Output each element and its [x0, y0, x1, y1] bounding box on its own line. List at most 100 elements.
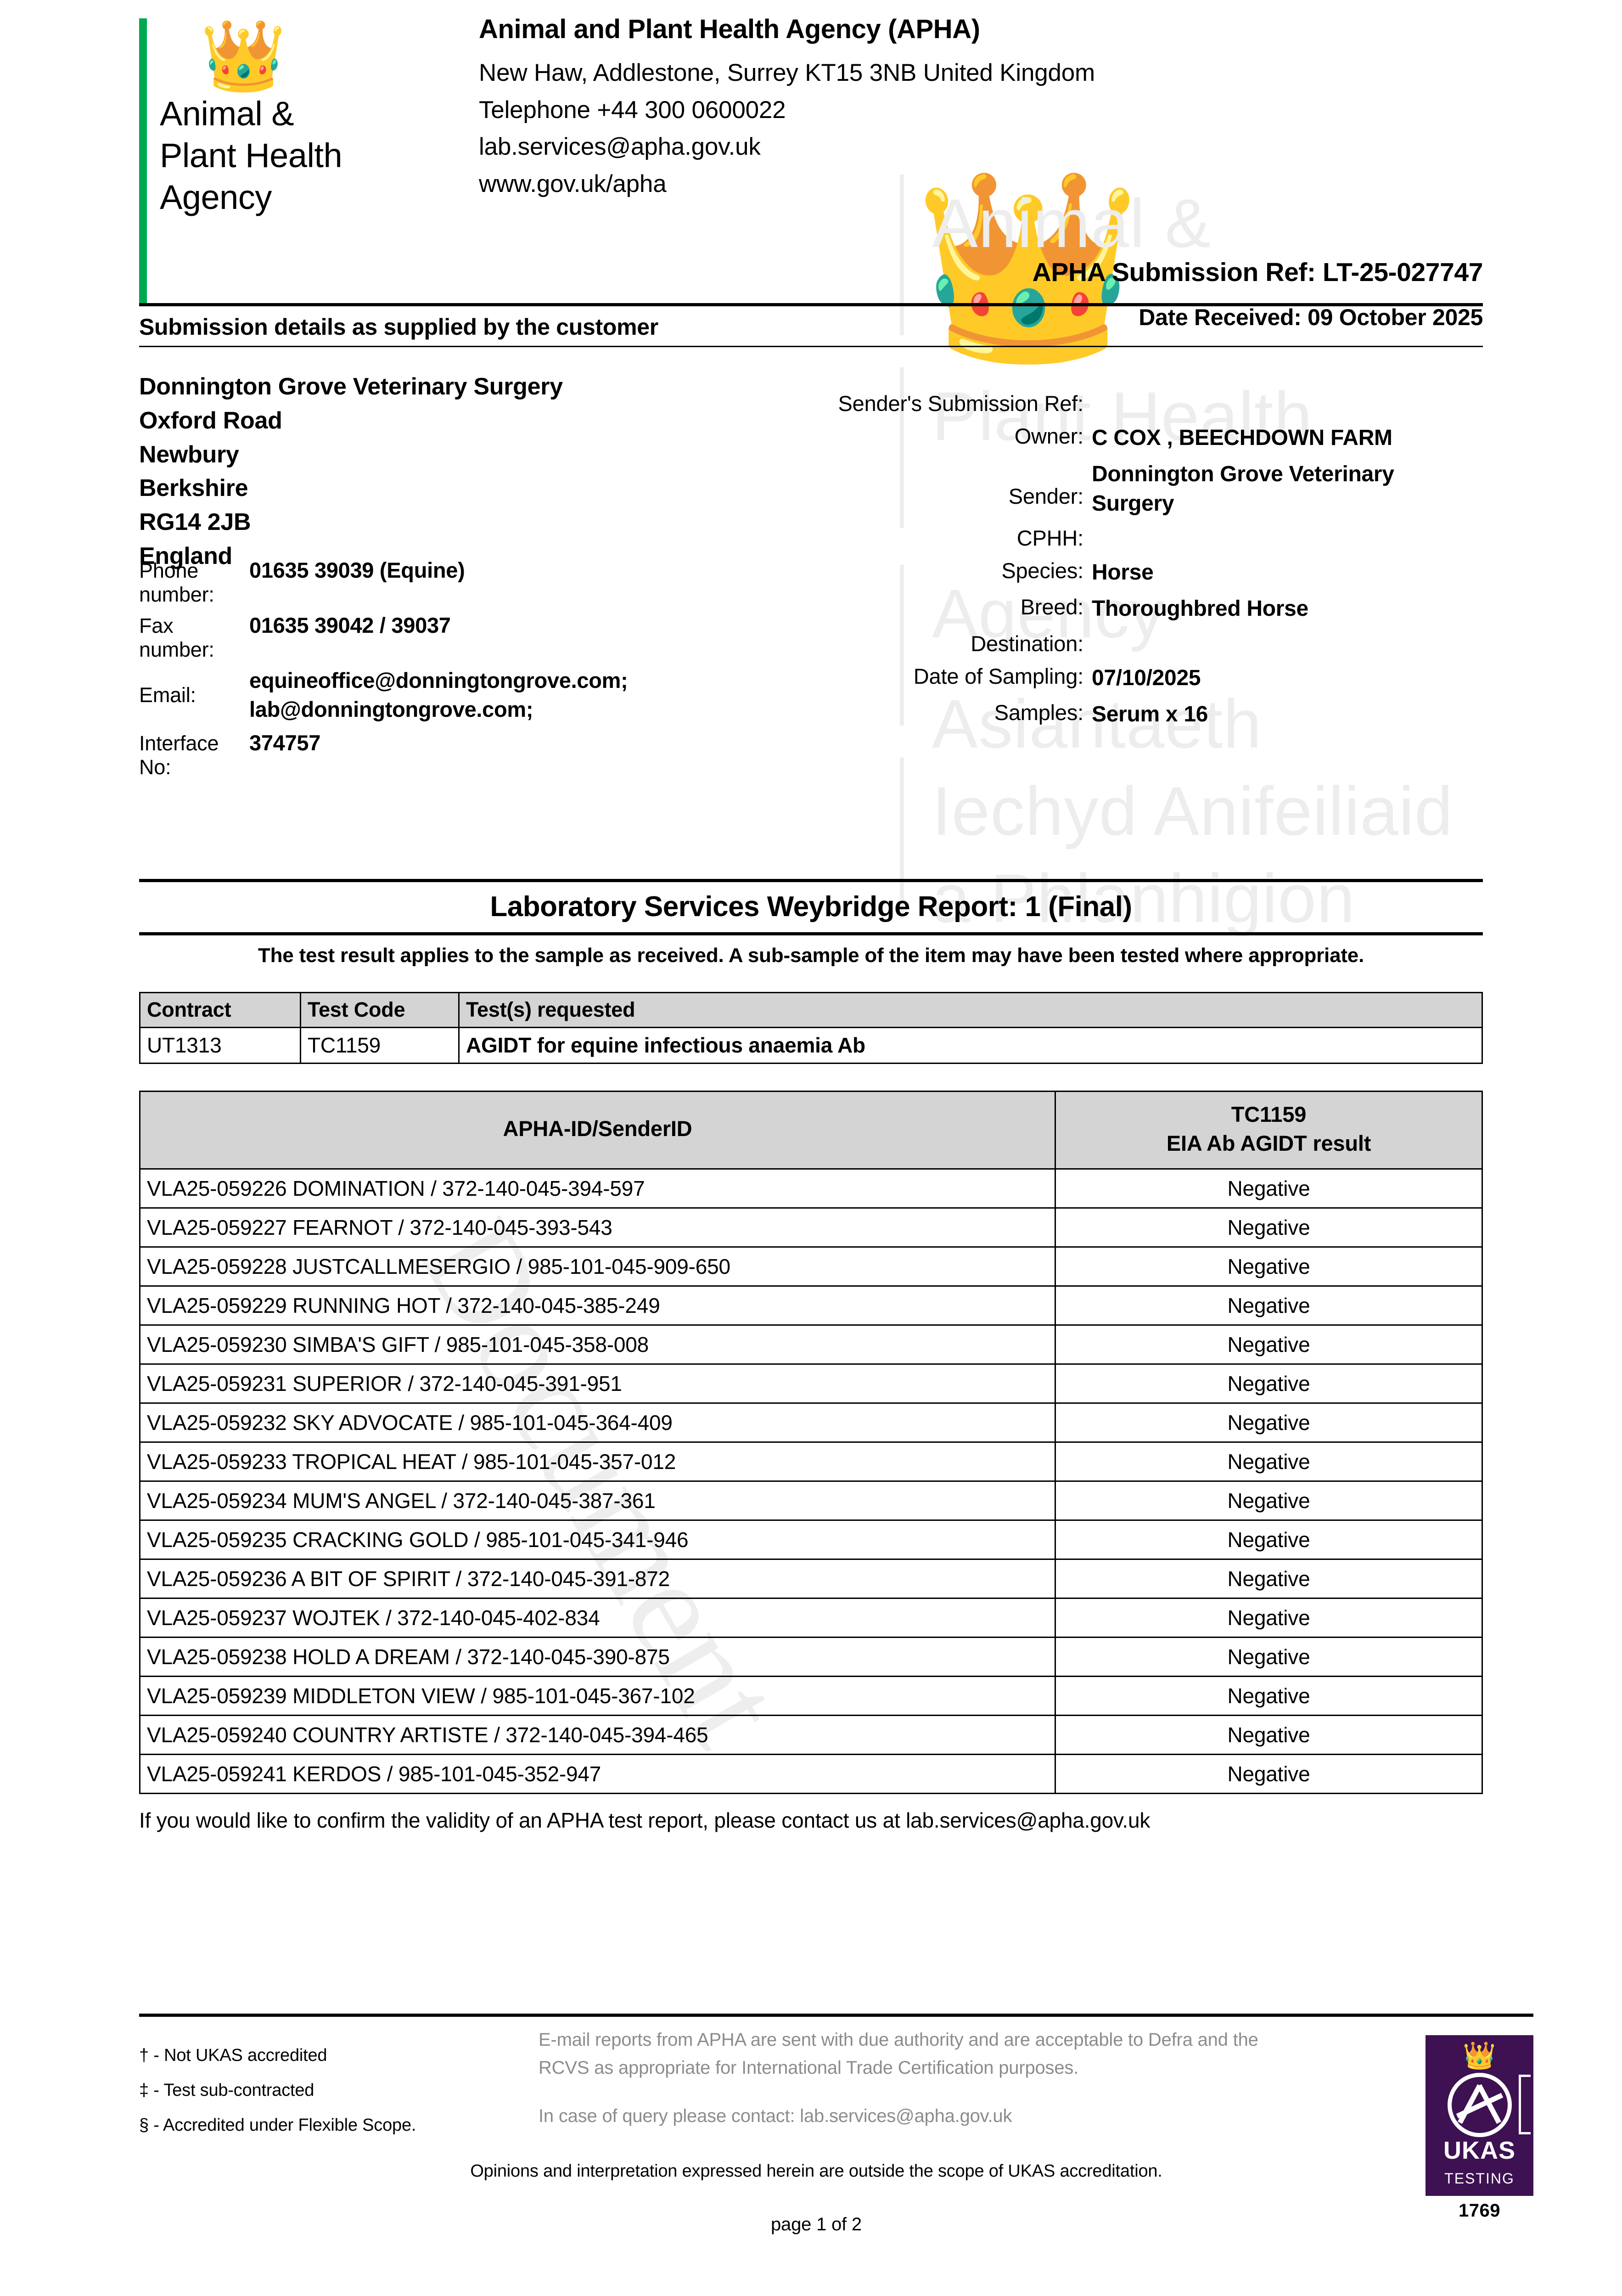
contact-label: Interface No: — [139, 731, 219, 779]
footer: † - Not UKAS accredited ‡ - Test sub-con… — [139, 2014, 1533, 2279]
table-row: UT1313 TC1159 AGIDT for equine infectiou… — [139, 1026, 1483, 1064]
sample-id-cell: VLA25-059227 FEARNOT / 372-140-045-393-5… — [139, 1207, 1056, 1248]
accreditation-key-line: ‡ - Test sub-contracted — [139, 2081, 314, 2100]
report-title-band: Laboratory Services Weybridge Report: 1 … — [139, 879, 1483, 970]
meta-row-cphh: CPHH: — [805, 525, 1484, 551]
result-col-header: TC1159 EIA Ab AGIDT result — [1055, 1090, 1483, 1170]
result-cell: Negative — [1055, 1363, 1483, 1404]
address-line: Newbury — [139, 441, 239, 468]
agency-email[interactable]: lab.services@apha.gov.uk — [479, 133, 761, 161]
masthead: 👑 Animal & Plant Health Agency Animal an… — [139, 0, 1483, 330]
footer-body: † - Not UKAS accredited ‡ - Test sub-con… — [139, 2021, 1533, 2279]
meta-value: Donnington Grove Veterinary Surgery — [1092, 462, 1394, 516]
submission-details-label: Submission details as supplied by the cu… — [139, 314, 658, 340]
agency-contact-block: Animal and Plant Health Agency (APHA) Ne… — [479, 14, 1259, 203]
meta-row-destination: Destination: — [805, 631, 1484, 656]
contact-value: 374757 — [249, 730, 321, 755]
contract-table: Contract Test Code Test(s) requested UT1… — [139, 991, 1483, 1064]
test-code-col-header: Test Code — [300, 991, 460, 1028]
result-cell: Negative — [1055, 1636, 1483, 1677]
sample-id-cell: VLA25-059240 COUNTRY ARTISTE / 372-140-0… — [139, 1714, 1056, 1755]
result-cell: Negative — [1055, 1714, 1483, 1755]
sample-id-cell: VLA25-059232 SKY ADVOCATE / 985-101-045-… — [139, 1402, 1056, 1443]
apha-wordmark-line-3: Agency — [160, 178, 272, 217]
meta-row-samples: Samples: Serum x 16 — [805, 700, 1484, 729]
sample-id-cell: VLA25-059239 MIDDLETON VIEW / 985-101-04… — [139, 1675, 1056, 1716]
table-row: VLA25-059235 CRACKING GOLD / 985-101-045… — [139, 1519, 1483, 1560]
table-row: VLA25-059238 HOLD A DREAM / 372-140-045-… — [139, 1636, 1483, 1677]
contact-label: Email: — [139, 683, 196, 707]
table-row: VLA25-059240 COUNTRY ARTISTE / 372-140-0… — [139, 1714, 1483, 1755]
apha-submission-ref: APHA Submission Ref: LT-25-027747 — [1032, 258, 1483, 287]
sample-id-cell: VLA25-059234 MUM'S ANGEL / 372-140-045-3… — [139, 1480, 1056, 1521]
contact-label: Fax number: — [139, 614, 214, 661]
apha-wordmark-line-1: Animal & — [160, 95, 294, 133]
sample-id-cell: VLA25-059238 HOLD A DREAM / 372-140-045-… — [139, 1636, 1056, 1677]
ukas-emblem-icon — [1447, 2073, 1512, 2137]
report-band-bottom-rule — [139, 932, 1483, 935]
query-contact-text[interactable]: In case of query please contact: lab.ser… — [539, 2105, 1012, 2126]
accreditation-key-line: § - Accredited under Flexible Scope. — [139, 2116, 416, 2135]
meta-row-date-of-sampling: Date of Sampling: 07/10/2025 — [805, 664, 1484, 692]
accreditation-key-line: † - Not UKAS accredited — [139, 2046, 327, 2065]
result-cell: Negative — [1055, 1441, 1483, 1482]
meta-label: Species: — [1001, 558, 1083, 583]
table-row: VLA25-059232 SKY ADVOCATE / 985-101-045-… — [139, 1402, 1483, 1443]
result-cell: Negative — [1055, 1246, 1483, 1287]
royal-crest-icon: 👑 — [200, 17, 286, 94]
footer-divider — [139, 2014, 1533, 2017]
opinions-note: Opinions and interpretation expressed he… — [470, 2161, 1162, 2181]
report-band-top-rule — [139, 879, 1483, 882]
result-cell: Negative — [1055, 1558, 1483, 1599]
report-disclaimer: The test result applies to the sample as… — [258, 944, 1364, 967]
submission-meta: Sender's Submission Ref: Owner: C COX , … — [805, 391, 1484, 737]
apha-logo: 👑 Animal & Plant Health Agency — [139, 18, 433, 303]
ukas-logo: 👑 UKAS TESTING — [1426, 2035, 1533, 2196]
meta-value: Horse — [1092, 560, 1154, 585]
meta-label: CPHH: — [1016, 526, 1083, 551]
meta-label: Sender's Submission Ref: — [838, 391, 1084, 416]
agency-address: New Haw, Addlestone, Surrey KT15 3NB Uni… — [479, 59, 1095, 86]
apha-wordmark-line-2: Plant Health — [160, 136, 342, 175]
meta-label: Date of Sampling: — [913, 664, 1083, 688]
result-cell: Negative — [1055, 1597, 1483, 1638]
page-number: page 1 of 2 — [771, 2214, 862, 2234]
email-authority-note: E-mail reports from APHA are sent with d… — [539, 2026, 1282, 2130]
ukas-type: TESTING — [1444, 2170, 1515, 2187]
sample-id-cell: VLA25-059236 A BIT OF SPIRIT / 372-140-0… — [139, 1558, 1056, 1599]
sample-id-cell: VLA25-059233 TROPICAL HEAT / 985-101-045… — [139, 1441, 1056, 1482]
agency-name: Animal and Plant Health Agency (APHA) — [479, 14, 980, 44]
table-row: VLA25-059236 A BIT OF SPIRIT / 372-140-0… — [139, 1558, 1483, 1599]
meta-row-sender: Sender: Donnington Grove Veterinary Surg… — [805, 460, 1484, 518]
contact-value[interactable]: equineoffice@donningtongrove.com; lab@do… — [249, 668, 628, 721]
meta-label: Owner: — [1014, 424, 1083, 448]
result-cell: Negative — [1055, 1519, 1483, 1560]
table-row: VLA25-059233 TROPICAL HEAT / 985-101-045… — [139, 1441, 1483, 1482]
apha-wordmark: Animal & Plant Health Agency — [160, 93, 433, 218]
meta-value: 07/10/2025 — [1092, 665, 1201, 690]
report-title: Laboratory Services Weybridge Report: 1 … — [490, 891, 1132, 923]
table-row: VLA25-059228 JUSTCALLMESERGIO / 985-101-… — [139, 1246, 1483, 1287]
results-table-header-row: APHA-ID/SenderID TC1159 EIA Ab AGIDT res… — [139, 1090, 1483, 1170]
table-row: VLA25-059239 MIDDLETON VIEW / 985-101-04… — [139, 1675, 1483, 1716]
result-cell: Negative — [1055, 1324, 1483, 1365]
sample-id-cell: VLA25-059237 WOJTEK / 372-140-045-402-83… — [139, 1597, 1056, 1638]
result-col-name: EIA Ab AGIDT result — [1166, 1131, 1371, 1155]
test-code-cell: TC1159 — [300, 1026, 460, 1064]
sample-id-cell: VLA25-059228 JUSTCALLMESERGIO / 985-101-… — [139, 1246, 1056, 1287]
email-authority-text: E-mail reports from APHA are sent with d… — [539, 2030, 1258, 2078]
address-line: Oxford Road — [139, 407, 282, 434]
contact-label: Phone number: — [139, 559, 214, 606]
sample-id-cell: VLA25-059230 SIMBA'S GIFT / 985-101-045-… — [139, 1324, 1056, 1365]
result-cell: Negative — [1055, 1168, 1483, 1209]
contact-row-phone: Phone number: 01635 39039 (Equine) — [139, 556, 805, 607]
result-cell: Negative — [1055, 1480, 1483, 1521]
address-line: RG14 2JB — [139, 509, 251, 536]
tests-requested-col-header: Test(s) requested — [458, 991, 1483, 1028]
contact-row-interface: Interface No: 374757 — [139, 729, 805, 779]
ukas-ruler-icon — [1519, 2075, 1531, 2134]
meta-row-breed: Breed: Thoroughbred Horse — [805, 594, 1484, 623]
agency-website[interactable]: www.gov.uk/apha — [479, 170, 667, 197]
result-cell: Negative — [1055, 1753, 1483, 1794]
